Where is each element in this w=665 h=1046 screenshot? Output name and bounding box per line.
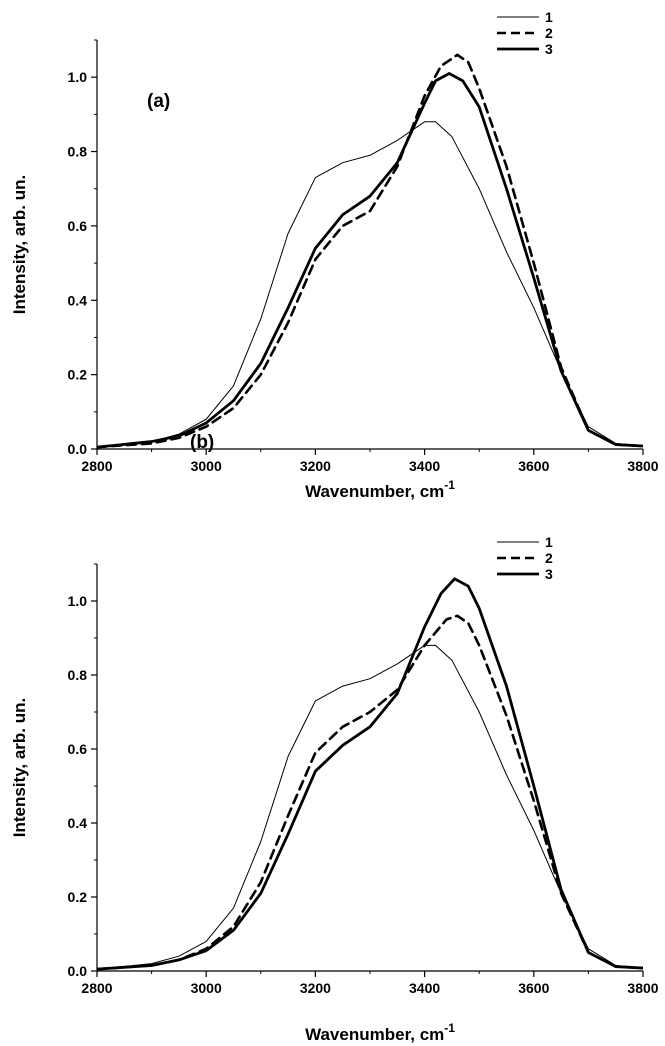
panel-label: (a) xyxy=(147,91,170,112)
panel-label: (b) xyxy=(190,432,214,453)
y-tick-label: 1.0 xyxy=(68,593,88,609)
x-tick-label: 2800 xyxy=(81,980,112,996)
x-tick-label: 3600 xyxy=(518,980,549,996)
legend-label-1: 1 xyxy=(545,9,553,25)
legend-label-2: 2 xyxy=(545,25,553,41)
y-tick-label: 0.8 xyxy=(68,144,88,160)
y-tick-label: 0.4 xyxy=(68,815,88,831)
x-axis-title-superscript: -1 xyxy=(444,1021,455,1035)
y-tick-label: 0.6 xyxy=(68,218,88,234)
y-tick-label: 0.2 xyxy=(68,367,88,383)
x-tick-label: 2800 xyxy=(81,458,112,474)
y-tick-label: 0.2 xyxy=(68,889,88,905)
x-tick-label: 3800 xyxy=(627,980,658,996)
legend-label-3: 3 xyxy=(545,566,553,582)
y-tick-label: 0.0 xyxy=(68,963,88,979)
series-line-2 xyxy=(97,53,643,449)
x-axis-title: Wavenumber, cm-1 xyxy=(305,478,455,501)
series-line-2 xyxy=(97,614,643,971)
legend-label-3: 3 xyxy=(545,41,553,57)
y-tick-label: 0.0 xyxy=(68,441,88,457)
x-tick-label: 3600 xyxy=(518,458,549,474)
legend-label-2: 2 xyxy=(545,550,553,566)
legend-label-1: 1 xyxy=(545,534,553,550)
x-tick-label: 3200 xyxy=(300,458,331,474)
y-tick-label: 0.6 xyxy=(68,741,88,757)
x-tick-label: 3400 xyxy=(409,980,440,996)
y-axis-title: Intensity, arb. un. xyxy=(10,175,29,314)
series-line-3 xyxy=(97,72,643,449)
y-tick-label: 0.8 xyxy=(68,667,88,683)
x-axis-title: Wavenumber, cm-1 xyxy=(305,1021,455,1044)
x-axis-title-superscript: -1 xyxy=(444,478,455,492)
x-tick-label: 3400 xyxy=(409,458,440,474)
x-tick-label: 3000 xyxy=(191,980,222,996)
x-tick-label: 3200 xyxy=(300,980,331,996)
y-tick-label: 1.0 xyxy=(68,69,88,85)
x-tick-label: 3000 xyxy=(191,458,222,474)
series-line-1 xyxy=(97,121,643,448)
y-tick-label: 0.4 xyxy=(68,292,88,308)
series-line-1 xyxy=(97,644,643,970)
chart-panel-b: 2800 3000 3200 3400 3600 3800 0.0 0.2 0.4 0.6 0.8 1… xyxy=(10,432,659,1044)
y-axis-title: Intensity, arb. un. xyxy=(10,698,29,837)
chart-panel-a: 2800 3000 3200 3400 3600 3800 0.0 0.2 0.4 0.6 0.8 1… xyxy=(10,9,659,501)
x-tick-label: 3800 xyxy=(627,458,658,474)
x-axis-title-text: Wavenumber, cm xyxy=(305,482,444,501)
series-line-3 xyxy=(97,577,643,971)
x-axis-title-text: Wavenumber, cm xyxy=(305,1025,444,1044)
